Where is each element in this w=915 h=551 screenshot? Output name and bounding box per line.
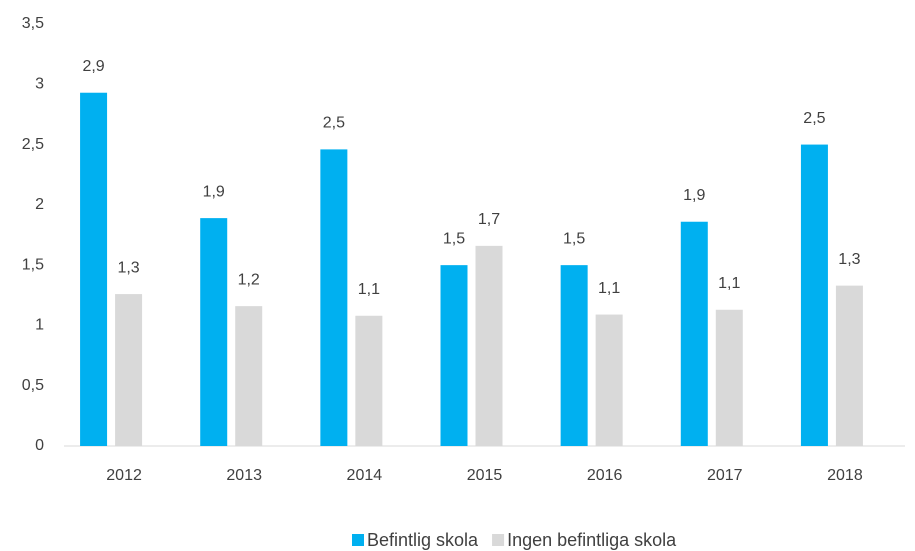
y-tick-label: 3,5: [22, 15, 44, 32]
bar: [560, 265, 588, 446]
y-tick-label: 0: [35, 437, 44, 454]
legend-label: Ingen befintliga skola: [507, 530, 677, 550]
bar: [595, 314, 623, 446]
value-label: 1,5: [563, 230, 585, 247]
bar: [475, 245, 503, 446]
bar: [235, 306, 263, 446]
x-tick-label: 2013: [226, 467, 262, 484]
bar: [800, 144, 828, 447]
value-label: 1,1: [598, 280, 620, 297]
y-tick-label: 1: [35, 317, 44, 334]
x-tick-label: 2017: [707, 467, 743, 484]
value-label: 2,5: [803, 110, 825, 127]
y-tick-label: 2: [35, 196, 44, 213]
x-tick-label: 2015: [467, 467, 503, 484]
y-tick-label: 1,5: [22, 256, 44, 273]
bar: [80, 92, 108, 447]
y-tick-label: 3: [35, 76, 44, 93]
bar: [200, 218, 228, 446]
x-tick-label: 2012: [106, 467, 142, 484]
value-label: 1,1: [358, 281, 380, 298]
y-tick-label: 0,5: [22, 377, 44, 394]
value-label: 1,7: [478, 211, 500, 228]
x-tick-label: 2018: [827, 467, 863, 484]
bar: [440, 265, 468, 446]
legend-label: Befintlig skola: [367, 530, 479, 550]
bar: [115, 294, 143, 446]
y-tick-label: 2,5: [22, 136, 44, 153]
value-label: 2,5: [323, 115, 345, 132]
bar: [835, 285, 863, 446]
legend-swatch: [352, 534, 364, 546]
bar: [320, 149, 348, 446]
value-label: 1,3: [117, 259, 139, 276]
value-label: 1,9: [683, 187, 705, 204]
value-label: 1,1: [718, 275, 740, 292]
value-label: 1,9: [203, 183, 225, 200]
value-label: 1,5: [443, 230, 465, 247]
bar: [715, 309, 743, 446]
bar: [680, 221, 708, 446]
x-tick-label: 2016: [587, 467, 623, 484]
legend-swatch: [492, 534, 505, 546]
value-label: 1,3: [838, 251, 860, 268]
value-label: 2,9: [82, 58, 104, 75]
x-tick-label: 2014: [347, 467, 383, 484]
value-label: 1,2: [238, 271, 260, 288]
bar: [355, 315, 383, 446]
